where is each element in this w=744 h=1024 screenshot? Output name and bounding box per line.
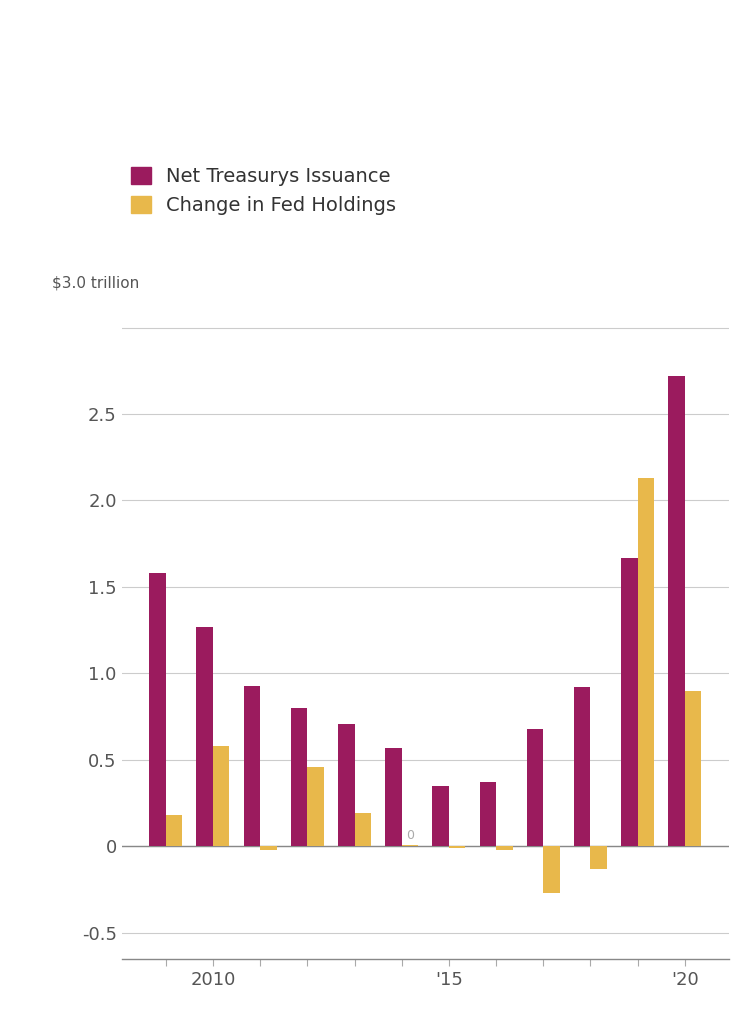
Text: $3.0 trillion: $3.0 trillion: [52, 275, 139, 291]
Bar: [150, 573, 166, 846]
Bar: [638, 478, 654, 846]
Bar: [668, 376, 685, 846]
Bar: [338, 724, 355, 846]
Bar: [355, 813, 371, 846]
Bar: [402, 845, 418, 846]
Bar: [480, 782, 496, 846]
Bar: [213, 746, 229, 846]
Bar: [574, 687, 591, 846]
Bar: [196, 627, 213, 846]
Bar: [449, 846, 466, 848]
Bar: [166, 815, 182, 846]
Text: 0: 0: [406, 829, 414, 842]
Bar: [432, 785, 449, 846]
Bar: [685, 691, 702, 846]
Bar: [385, 748, 402, 846]
Bar: [621, 557, 638, 846]
Bar: [307, 767, 324, 846]
Bar: [543, 846, 559, 893]
Bar: [291, 708, 307, 846]
Bar: [591, 846, 607, 868]
Bar: [496, 846, 513, 850]
Legend: Net Treasurys Issuance, Change in Fed Holdings: Net Treasurys Issuance, Change in Fed Ho…: [132, 167, 397, 215]
Bar: [260, 846, 277, 850]
Bar: [527, 729, 543, 846]
Bar: [243, 685, 260, 846]
